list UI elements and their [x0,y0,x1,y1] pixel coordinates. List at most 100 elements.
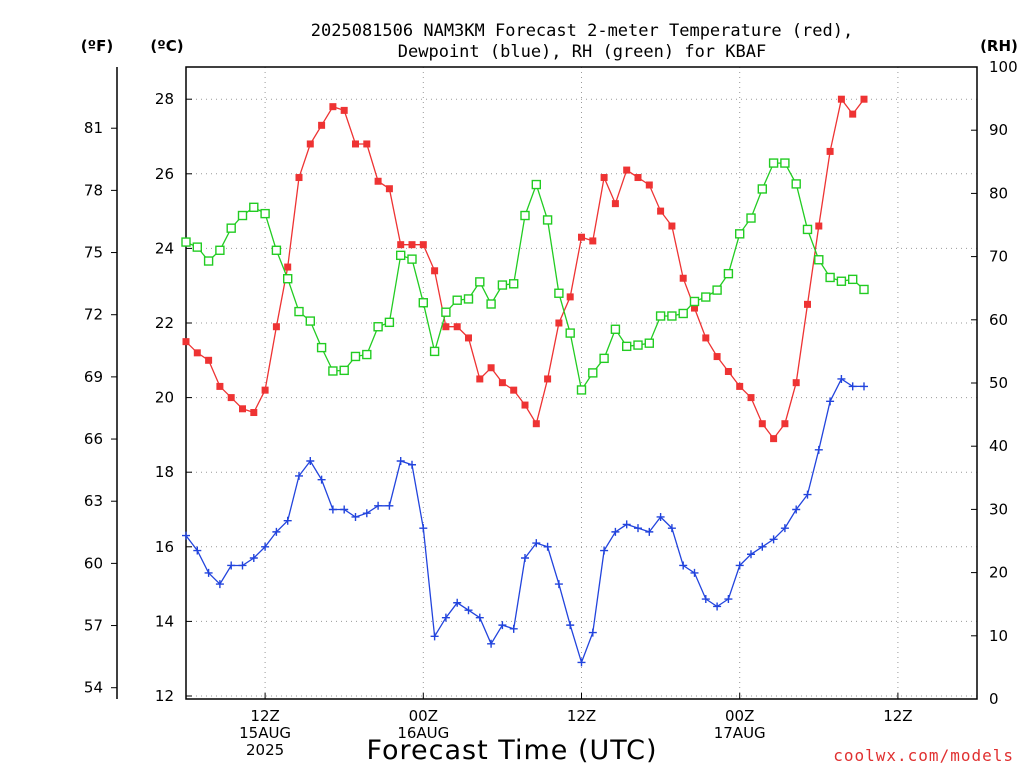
rh-point [599,353,609,364]
credit-text: coolwx.com/models [833,746,1014,765]
rh-tick-label: 90 [989,121,1008,139]
dewpoint-point [532,539,541,548]
dewpoint-point [860,382,868,391]
dewpoint-point [419,524,428,533]
x-axis-title: Forecast Time (UTC) [366,735,657,766]
rh-tick-label: 80 [989,184,1008,202]
fahrenheit-tick-label: 81 [84,119,103,137]
dewpoint-point [475,613,484,622]
temperature-point [193,349,201,357]
dewpoint-point [272,527,281,536]
fahrenheit-tick-label: 66 [84,430,103,448]
rh-point [226,223,236,233]
dewpoint-point [521,553,529,562]
rh-point [633,340,643,350]
rh-point [384,317,395,328]
tick-labels: 12 14 16 18 20 22 24 26 28 54 57 60 63 66 69 72 75 78 81 0 1… [84,58,1018,759]
rh-point [249,202,259,213]
dewpoint-point [747,550,755,559]
dewpoint-point [295,471,303,480]
temperature-point [849,110,857,118]
celsius-tick-label: 28 [155,90,174,108]
axes [111,66,978,700]
dewpoint-point [588,628,597,637]
temperature-point [623,166,631,174]
fahrenheit-tick-label: 78 [84,181,103,199]
fahrenheit-tick-label: 54 [84,679,103,697]
rh-point [655,311,666,321]
temperature-point [510,386,518,394]
rh-point [859,284,869,295]
rh-point [339,365,349,376]
dewpoint-point [690,568,699,577]
time-tick-label: 12Z [883,707,912,725]
dewpoint-point [396,457,405,466]
rh-point [542,215,553,225]
rh-point [350,351,361,362]
dewpoint-point [713,602,722,611]
dewpoint-point [780,524,789,533]
date-tick-label: 15AUG [239,724,291,742]
fahrenheit-tick-label: 69 [84,368,103,386]
rh-tick-label: 0 [989,690,999,708]
rh-point [192,242,203,252]
temperature-point [419,241,427,249]
temperature-point [691,304,698,312]
temperature-point [397,241,405,249]
temperature-point [645,181,653,189]
temperature-point [578,233,585,241]
temperature-point [476,375,484,383]
temperature-point [544,375,552,383]
rh-point [271,245,282,255]
temperature-point [329,103,337,111]
dewpoint-point [554,580,563,589]
temperature-point [600,174,608,182]
temperature-point [781,420,789,428]
temperature-point [465,334,472,342]
temperature-point [566,293,574,301]
dewpoint-point [408,460,416,469]
temperature-point [837,95,845,103]
temperature-point [453,323,461,331]
temperature-point [295,174,303,182]
chart-title: 2025081506 NAM3KM Forecast 2-meter Tempe… [311,21,853,41]
rh-point [735,229,745,239]
temperature-point [363,140,371,148]
dewpoint-point [622,520,631,529]
date-tick-label: 17AUG [714,724,766,742]
dewpoint-point [814,445,823,454]
temperature-point [284,263,292,271]
rh-tick-label: 30 [989,500,1008,518]
rh-tick-label: 70 [989,248,1008,266]
dewpoint-point [261,542,270,551]
fahrenheit-tick-label: 60 [84,554,103,572]
dewpoint-point [374,501,383,510]
dewpoint-point [848,382,857,391]
rh-tick-label: 40 [989,437,1008,455]
dewpoint-point [724,595,733,604]
dewpoint-point [385,501,394,510]
dewpoint-point [464,606,473,615]
temperature-point [487,364,495,372]
dewpoint-point [340,505,349,514]
dewpoint-point [215,580,224,589]
rh-tick-label: 50 [989,374,1008,392]
rh-unit-label: (RH) [980,37,1018,55]
dewpoint-point [600,546,609,555]
rh-point [396,250,406,261]
temperature-point [634,174,642,182]
dewpoint-point [701,595,710,604]
rh-point [475,277,485,287]
temperature-point [736,382,744,390]
temperature-point [815,222,823,230]
dewpoint-point [837,374,846,383]
rh-point [701,292,711,302]
fahrenheit-tick-label: 72 [84,306,103,324]
time-tick-label: 12Z [567,707,596,725]
temperature-point [431,267,439,275]
rh-point [576,385,587,395]
rh-point [780,158,790,168]
rh-point [565,328,575,338]
